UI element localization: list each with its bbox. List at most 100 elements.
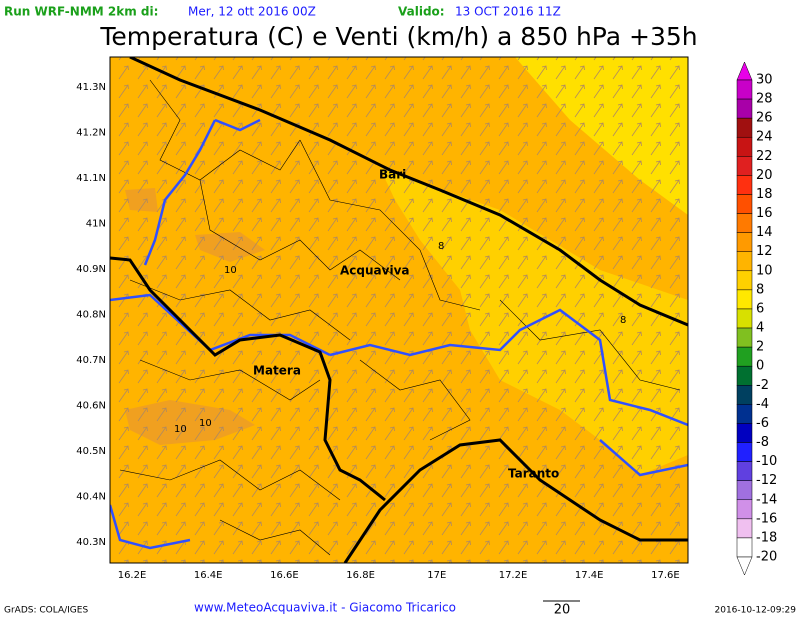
wind-arrow — [403, 521, 414, 536]
wind-arrow — [460, 274, 471, 289]
wind-arrow — [251, 103, 262, 118]
wind-arrow — [479, 84, 490, 99]
wind-arrow — [175, 274, 186, 289]
map-frame — [109, 56, 689, 564]
wind-arrow — [384, 255, 395, 270]
wind-arrow — [460, 293, 471, 308]
wind-arrow — [118, 122, 129, 137]
wind-arrow — [422, 521, 433, 536]
wind-arrow — [365, 331, 376, 346]
wind-arrow — [498, 407, 509, 422]
wind-arrow — [289, 198, 300, 213]
wind-arrow — [308, 65, 319, 80]
wind-arrow — [365, 141, 376, 156]
wind-arrow — [498, 179, 509, 194]
wind-arrow — [346, 312, 357, 327]
wind-arrow — [422, 198, 433, 213]
wind-arrow — [650, 502, 661, 517]
colorbar-label: 24 — [756, 130, 773, 145]
lat-label: 40.7N — [76, 355, 106, 366]
wind-arrow — [422, 255, 433, 270]
wind-arrow — [460, 464, 471, 479]
warm-patch — [125, 400, 255, 445]
wind-arrow — [365, 57, 369, 61]
wind-arrow — [479, 160, 490, 175]
city-label: Matera — [253, 364, 301, 378]
wind-arrow — [365, 274, 376, 289]
wind-arrow — [137, 236, 148, 251]
wind-arrow — [137, 483, 148, 498]
wind-arrow — [384, 502, 395, 517]
wind-arrow — [689, 503, 699, 516]
wind-arrow — [574, 407, 585, 422]
wind-arrow — [100, 199, 110, 212]
wind-arrow — [175, 293, 186, 308]
wind-arrow — [689, 484, 699, 497]
wind-arrow — [593, 502, 604, 517]
wind-arrow — [574, 57, 578, 61]
wind-arrow — [251, 255, 262, 270]
wind-arrow — [327, 84, 338, 99]
wind-arrow — [137, 502, 148, 517]
wind-arrow — [669, 388, 680, 403]
colorbar-box — [736, 327, 753, 348]
wind-arrow — [175, 141, 186, 156]
wind-arrow — [118, 464, 129, 479]
wind-arrow — [669, 84, 680, 99]
temp-zone-8 — [380, 168, 688, 475]
wind-arrow — [308, 179, 319, 194]
wind-arrow — [346, 293, 357, 308]
wind-arrow — [498, 483, 509, 498]
wind-arrow — [403, 407, 414, 422]
wind-arrow — [631, 217, 642, 232]
wind-arrow — [346, 57, 350, 61]
wind-arrow — [251, 274, 262, 289]
lat-label: 41.2N — [76, 128, 106, 139]
colorbar-label: 0 — [756, 359, 764, 374]
wind-arrow — [555, 160, 566, 175]
wind-arrow — [479, 331, 490, 346]
wind-arrow — [479, 388, 490, 403]
wind-arrow — [631, 350, 642, 365]
wind-arrow — [498, 331, 509, 346]
wind-arrow — [441, 483, 452, 498]
valid-date: 13 OCT 2016 11Z — [455, 5, 561, 19]
wind-arrow — [689, 85, 699, 98]
wind-arrow — [460, 331, 471, 346]
wind-arrow — [289, 350, 300, 365]
wind-arrow — [137, 84, 148, 99]
wind-arrow — [479, 141, 490, 156]
wind-arrow — [631, 331, 642, 346]
wind-arrow — [308, 426, 319, 441]
wind-arrow — [213, 407, 224, 422]
wind-arrow — [441, 198, 452, 213]
wind-arrow — [175, 464, 186, 479]
wind-arrow — [403, 255, 414, 270]
wind-arrow — [118, 407, 129, 422]
wind-arrow — [308, 198, 319, 213]
wind-arrow — [689, 199, 699, 212]
wind-arrow — [270, 293, 281, 308]
colorbar-label: -12 — [756, 473, 777, 488]
wind-arrow — [384, 103, 395, 118]
wind-arrow — [669, 483, 680, 498]
wind-arrow — [536, 198, 547, 213]
wind-arrow — [555, 407, 566, 422]
wind-arrow — [270, 141, 281, 156]
wind-arrow — [118, 84, 129, 99]
wind-arrow — [213, 65, 224, 80]
wind-arrow — [479, 464, 490, 479]
wind-arrow — [669, 65, 680, 80]
wind-arrow — [289, 540, 300, 555]
wind-arrow — [137, 312, 148, 327]
wind-arrow — [631, 445, 642, 460]
wind-arrow — [574, 236, 585, 251]
wind-arrow — [137, 521, 148, 536]
wind-arrow — [574, 103, 585, 118]
wind-arrow — [403, 122, 414, 137]
wind-arrow — [213, 483, 224, 498]
wind-arrow — [498, 521, 509, 536]
wind-arrow — [650, 369, 661, 384]
wind-arrow — [118, 179, 129, 194]
wind-arrow — [213, 198, 224, 213]
